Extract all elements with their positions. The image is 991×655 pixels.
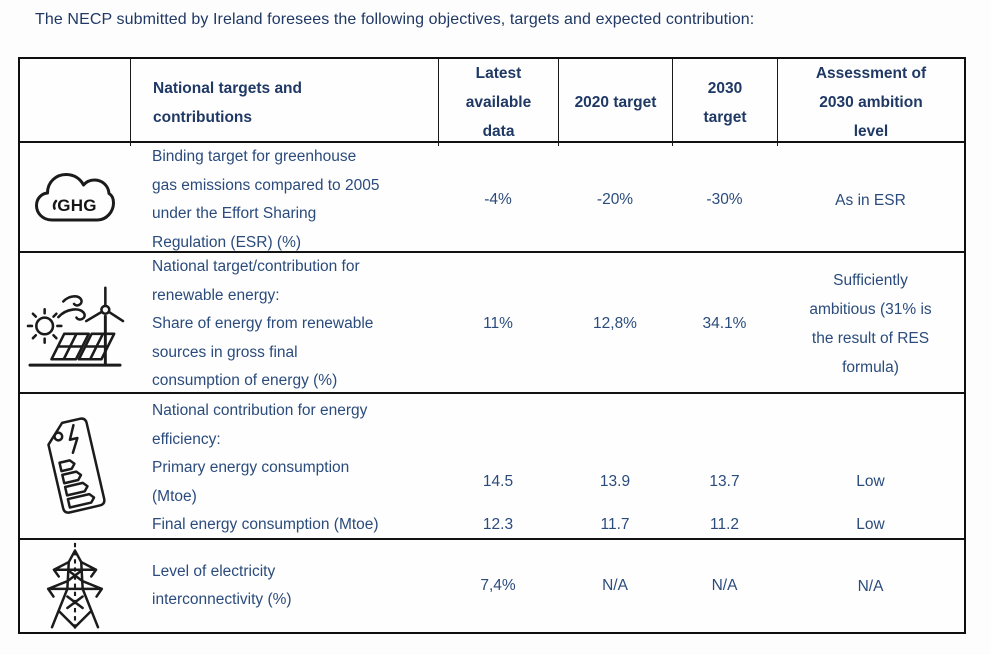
header-assessment: Assessment of 2030 ambition level xyxy=(777,59,964,146)
ghg-cloud-icon: GHG xyxy=(35,173,115,222)
sub-row-primary-energy: Primary energy consumption (Mtoe) 14.5 1… xyxy=(130,454,964,510)
header-2030-target: 2030 target xyxy=(672,59,777,146)
table-header-row: National targets and contributions Lates… xyxy=(20,59,964,146)
renewable-energy-icon xyxy=(26,286,125,367)
header-icon-column xyxy=(20,59,130,146)
energy-efficiency-content: National contribution for energy efficie… xyxy=(130,394,964,540)
sub-row-final-energy: Final energy consumption (Mtoe) 12.3 11.… xyxy=(130,510,964,540)
primary-energy-2020: 13.9 xyxy=(599,473,631,491)
row-interconnectivity-2020: N/A xyxy=(602,577,628,594)
final-energy-latest: 12.3 xyxy=(482,515,514,533)
row-renewables-latest: 11% xyxy=(483,315,513,333)
row-ghg-2020: -20% xyxy=(596,191,634,208)
row-ghg-description: Binding target for greenhouse gas emissi… xyxy=(152,148,380,251)
row-interconnectivity-2030: N/A xyxy=(711,577,738,594)
row-interconnectivity-assessment: N/A xyxy=(857,577,884,595)
header-latest-available-data: Latest available data xyxy=(438,59,558,146)
primary-energy-latest: 14.5 xyxy=(482,473,514,491)
row-ghg-assessment: As in ESR xyxy=(835,191,906,209)
energy-efficiency-icon-cell xyxy=(20,394,130,540)
page-title: The NECP submitted by Ireland foresees t… xyxy=(35,11,755,28)
energy-efficiency-tag-icon xyxy=(47,417,106,514)
final-energy-description: Final energy consumption (Mtoe) xyxy=(152,515,379,533)
primary-energy-2030: 13.7 xyxy=(709,473,740,491)
necp-targets-table: National targets and contributions Lates… xyxy=(18,57,966,634)
table-row-ghg: GHG Binding target for greenhouse gas em… xyxy=(20,143,964,253)
row-interconnectivity-description: Level of electricity interconnectivity (… xyxy=(152,562,292,609)
ghg-icon-label: GHG xyxy=(57,196,97,215)
row-ghg-2030: -30% xyxy=(706,191,743,208)
ghg-icon-cell: GHG xyxy=(20,143,130,257)
final-energy-2020: 11.7 xyxy=(600,515,630,533)
primary-energy-assessment: Low xyxy=(856,473,885,491)
pylon-icon-cell xyxy=(20,540,130,632)
row-efficiency-intro: National contribution for energy efficie… xyxy=(152,402,368,448)
final-energy-2030: 11.2 xyxy=(709,515,740,533)
row-renewables-description: National target/contribution for renewab… xyxy=(152,258,374,389)
row-renewables-assessment: Sufficiently ambitious (31% is the resul… xyxy=(809,272,932,377)
row-renewables-2020: 12,8% xyxy=(593,315,637,333)
table-row-interconnectivity: Level of electricity interconnectivity (… xyxy=(20,540,964,632)
renewables-icon-cell xyxy=(20,253,130,396)
primary-energy-description: Primary energy consumption (Mtoe) xyxy=(152,459,350,505)
header-2020-target: 2020 target xyxy=(558,59,672,146)
row-ghg-latest: -4% xyxy=(484,191,512,208)
row-renewables-2030: 34.1% xyxy=(702,315,747,333)
final-energy-assessment: Low xyxy=(856,515,885,533)
header-national-targets: National targets and contributions xyxy=(130,59,438,146)
table-row-energy-efficiency: National contribution for energy efficie… xyxy=(20,394,964,540)
row-interconnectivity-latest: 7,4% xyxy=(480,577,516,594)
electricity-pylon-icon xyxy=(46,542,104,630)
table-row-renewables: National target/contribution for renewab… xyxy=(20,253,964,394)
